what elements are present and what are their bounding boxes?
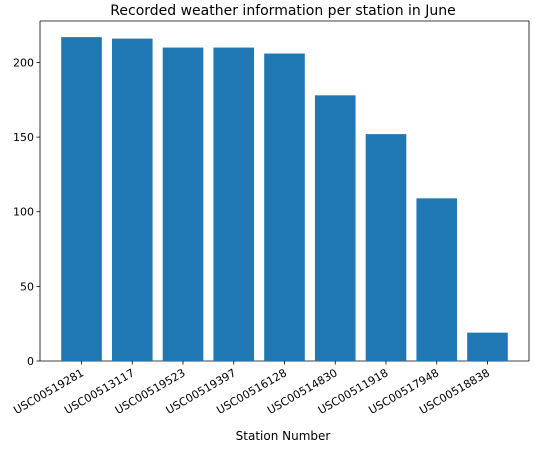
- bar-USC00511918: [365, 134, 407, 361]
- y-axis: 0 50 100 150 200: [13, 21, 41, 368]
- y-tick-label-100: 100: [13, 206, 34, 219]
- x-axis: USC00519281USC00513117USC00519523USC0051…: [11, 360, 529, 417]
- bar-series: [61, 37, 508, 362]
- y-tick-label-150: 150: [13, 131, 34, 144]
- chart-title: Recorded weather information per station…: [110, 3, 455, 19]
- bar-USC00519397: [213, 47, 255, 361]
- y-tick-label-0: 0: [27, 355, 34, 368]
- y-tick-label-50: 50: [20, 280, 34, 293]
- bar-USC00518838: [467, 332, 508, 361]
- bar-USC00517948: [416, 198, 458, 361]
- bar-USC00519523: [162, 47, 204, 361]
- x-axis-label: Station Number: [236, 429, 331, 443]
- bar-USC00516128: [264, 53, 305, 361]
- bar-USC00513117: [111, 38, 153, 362]
- bar-USC00514830: [314, 95, 356, 361]
- bar-USC00519281: [61, 37, 102, 362]
- y-tick-label-200: 200: [13, 56, 34, 69]
